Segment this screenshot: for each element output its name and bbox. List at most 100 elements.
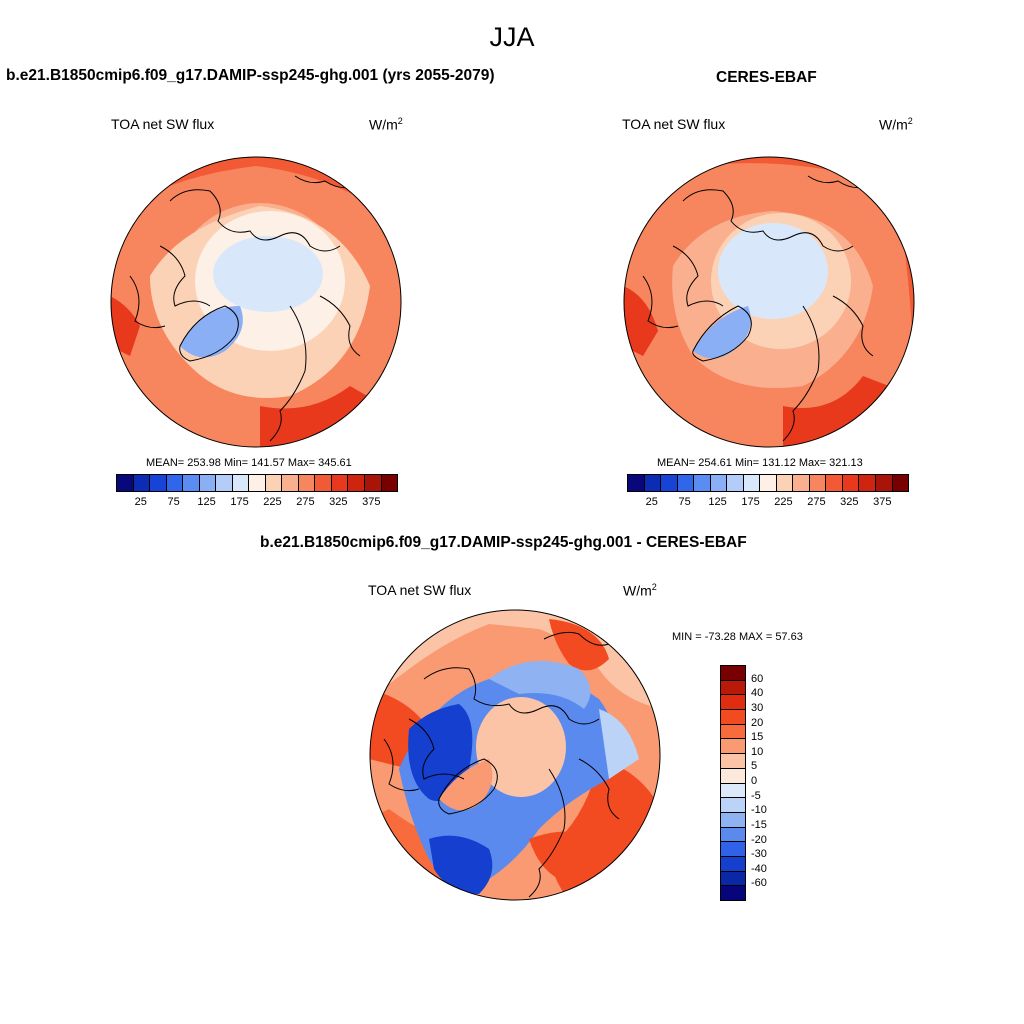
- colorbar-swatch: [199, 475, 217, 491]
- colorbar-swatch: [694, 475, 711, 491]
- left-panel-title: b.e21.B1850cmip6.f09_g17.DAMIP-ssp245-gh…: [6, 67, 495, 84]
- colorbar-tick-label: 175: [741, 496, 760, 508]
- colorbar-tick-label: 15: [751, 731, 764, 744]
- colorbar-swatch: [298, 475, 316, 491]
- colorbar-tick-label: -15: [751, 818, 767, 831]
- right-panel-title: CERES-EBAF: [716, 69, 817, 86]
- colorbar-tick-label: 40: [751, 687, 764, 700]
- colorbar-swatch: [809, 475, 827, 491]
- right-stats: MEAN= 254.61 Min= 131.12 Max= 321.13: [657, 457, 863, 469]
- colorbar-tick-label: 175: [230, 496, 249, 508]
- colorbar-swatch: [331, 475, 349, 491]
- right-polar-map: [623, 156, 915, 448]
- colorbar-swatch: [721, 871, 745, 887]
- colorbar-tick-label: 60: [751, 672, 764, 685]
- colorbar-swatch: [381, 475, 398, 491]
- colorbar-swatch: [315, 475, 332, 491]
- colorbar-tick-label: 0: [751, 775, 758, 787]
- colorbar-tick-label: 75: [678, 496, 691, 508]
- colorbar-tick-label: -10: [751, 804, 767, 817]
- right-units-label: W/m2: [879, 116, 913, 133]
- colorbar-swatch: [166, 475, 184, 491]
- left-colorbar: [116, 474, 398, 492]
- colorbar-swatch: [721, 856, 745, 872]
- colorbar-swatch: [348, 475, 365, 491]
- colorbar-tick-label: 325: [840, 496, 859, 508]
- right-colorbar: [627, 474, 909, 492]
- colorbar-swatch: [265, 475, 283, 491]
- colorbar-tick-label: 375: [362, 496, 381, 508]
- colorbar-swatch: [721, 812, 745, 828]
- colorbar-swatch: [721, 666, 745, 681]
- colorbar-tick-label: 125: [708, 496, 727, 508]
- colorbar-tick-label: 275: [807, 496, 826, 508]
- colorbar-swatch: [282, 475, 299, 491]
- colorbar-swatch: [721, 768, 745, 784]
- colorbar-swatch: [793, 475, 810, 491]
- colorbar-swatch: [743, 475, 761, 491]
- colorbar-swatch: [721, 842, 745, 857]
- right-variable-label: TOA net SW flux: [622, 116, 726, 132]
- colorbar-tick-label: -60: [751, 877, 767, 890]
- colorbar-swatch: [721, 827, 745, 843]
- colorbar-tick-label: -40: [751, 862, 767, 875]
- colorbar-swatch: [721, 710, 745, 725]
- colorbar-tick-label: 20: [751, 716, 764, 729]
- diff-colorbar-ticks: 60 40 30 20 15 10 5 0 -5 -10 -15 -20 -30 -40 -60: [751, 665, 791, 901]
- colorbar-swatch: [117, 475, 134, 491]
- colorbar-swatch: [721, 798, 745, 813]
- left-variable-label: TOA net SW flux: [111, 116, 215, 132]
- colorbar-swatch: [875, 475, 893, 491]
- colorbar-swatch: [628, 475, 645, 491]
- colorbar-swatch: [721, 724, 745, 740]
- colorbar-tick-label: 5: [751, 760, 758, 773]
- left-stats: MEAN= 253.98 Min= 141.57 Max= 345.61: [146, 457, 352, 469]
- colorbar-tick-label: -5: [751, 789, 761, 802]
- colorbar-swatch: [644, 475, 662, 491]
- colorbar-tick-label: 375: [873, 496, 892, 508]
- colorbar-swatch: [183, 475, 200, 491]
- colorbar-swatch: [826, 475, 843, 491]
- colorbar-swatch: [859, 475, 876, 491]
- diff-stats: MIN = -73.28 MAX = 57.63: [672, 631, 803, 643]
- colorbar-swatch: [364, 475, 382, 491]
- colorbar-tick-label: 275: [296, 496, 315, 508]
- colorbar-tick-label: 75: [167, 496, 180, 508]
- colorbar-swatch: [216, 475, 233, 491]
- colorbar-tick-label: 325: [329, 496, 348, 508]
- colorbar-swatch: [133, 475, 151, 491]
- colorbar-swatch: [249, 475, 266, 491]
- colorbar-swatch: [721, 680, 745, 696]
- colorbar-swatch: [661, 475, 678, 491]
- left-units-label: W/m2: [369, 116, 403, 133]
- colorbar-swatch: [232, 475, 250, 491]
- colorbar-swatch: [721, 695, 745, 711]
- main-title: JJA: [489, 22, 535, 52]
- right-colorbar-ticks: 25 75 125 175 225 275 325 375: [627, 496, 909, 510]
- diff-units-label: W/m2: [623, 582, 657, 599]
- colorbar-swatch: [721, 754, 745, 769]
- colorbar-tick-label: 25: [134, 496, 147, 508]
- colorbar-swatch: [892, 475, 909, 491]
- colorbar-tick-label: 225: [774, 496, 793, 508]
- colorbar-tick-label: 25: [645, 496, 658, 508]
- colorbar-swatch: [842, 475, 860, 491]
- left-polar-map: [110, 156, 402, 448]
- colorbar-swatch: [150, 475, 167, 491]
- colorbar-tick-label: 10: [751, 745, 764, 758]
- colorbar-swatch: [721, 739, 745, 755]
- diff-panel-title: b.e21.B1850cmip6.f09_g17.DAMIP-ssp245-gh…: [260, 534, 747, 551]
- colorbar-tick-label: 225: [263, 496, 282, 508]
- colorbar-swatch: [760, 475, 777, 491]
- left-colorbar-ticks: 25 75 125 175 225 275 325 375: [116, 496, 398, 510]
- diff-polar-map: [369, 609, 661, 901]
- colorbar-tick-label: -30: [751, 848, 767, 861]
- colorbar-tick-label: 125: [197, 496, 216, 508]
- colorbar-swatch: [721, 783, 745, 799]
- colorbar-swatch: [721, 886, 745, 900]
- colorbar-swatch: [727, 475, 744, 491]
- colorbar-swatch: [710, 475, 728, 491]
- diff-colorbar: [720, 665, 746, 901]
- colorbar-tick-label: -20: [751, 833, 767, 846]
- colorbar-tick-label: 30: [751, 701, 764, 714]
